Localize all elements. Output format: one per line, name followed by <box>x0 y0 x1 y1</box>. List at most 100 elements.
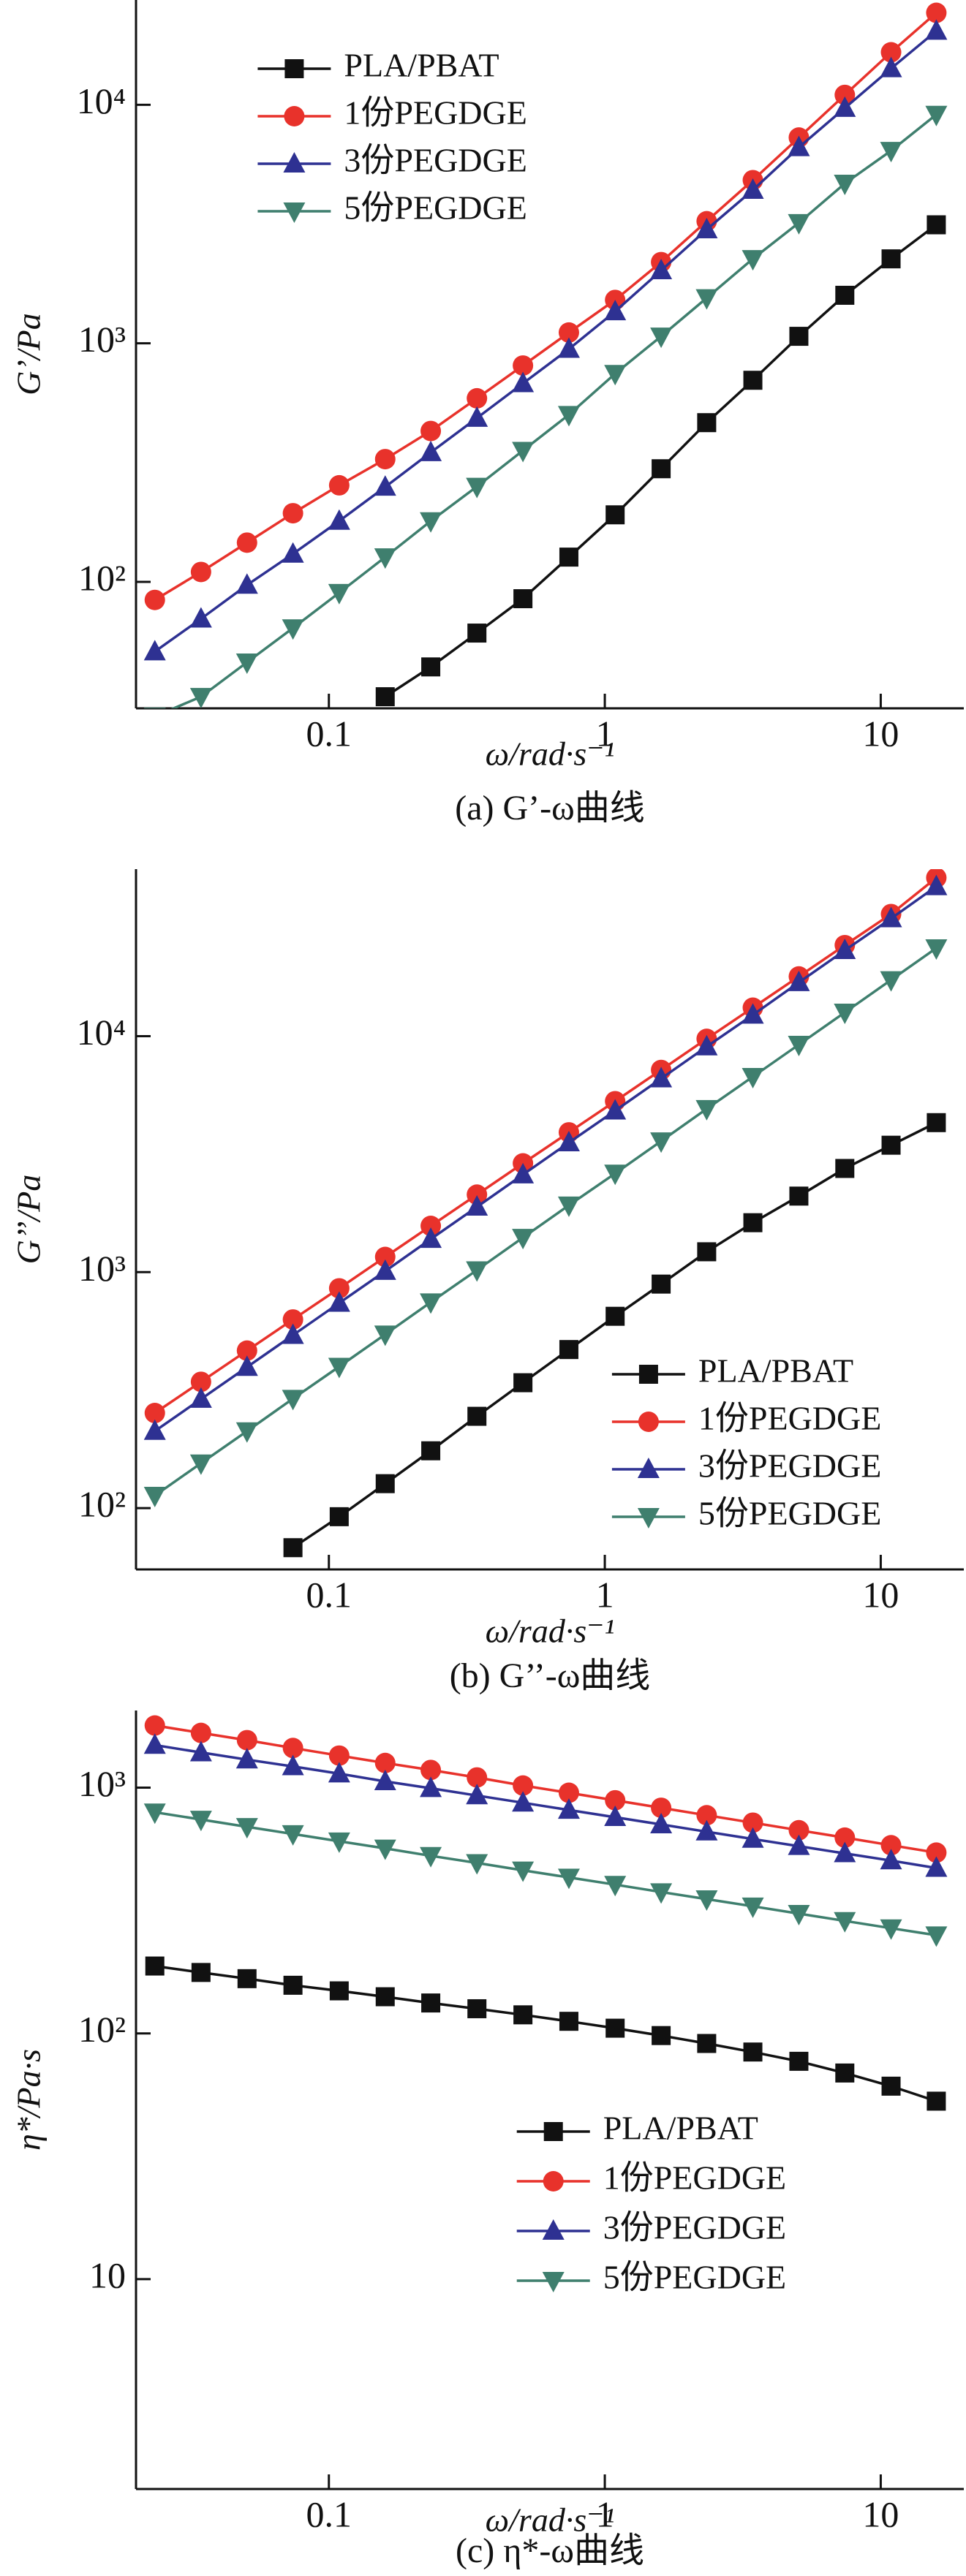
marker <box>926 1842 947 1863</box>
marker <box>282 1309 303 1330</box>
marker <box>144 1403 165 1424</box>
marker <box>374 1246 396 1268</box>
marker <box>189 1387 212 1408</box>
series-line <box>154 876 937 1414</box>
legend-marker <box>638 1365 658 1384</box>
marker <box>788 213 810 235</box>
marker <box>466 1854 488 1875</box>
y-tick-label: 10³ <box>78 1248 126 1289</box>
marker <box>420 1846 442 1868</box>
marker <box>880 42 902 63</box>
legend-label: 3份PEGDGE <box>603 2209 786 2246</box>
x-tick-label: 10 <box>862 713 899 754</box>
marker <box>650 327 673 349</box>
y-tick-label: 10 <box>89 2254 126 2295</box>
y-axis-label: G’/Pa <box>10 313 48 395</box>
marker <box>190 1722 211 1743</box>
marker <box>605 1306 625 1326</box>
marker <box>328 1291 350 1312</box>
marker <box>328 1357 350 1379</box>
legend-label: PLA/PBAT <box>698 1352 853 1390</box>
series-line <box>154 1724 937 1855</box>
marker <box>695 1099 718 1121</box>
marker <box>283 1975 303 1995</box>
marker <box>788 1904 810 1925</box>
series-line <box>154 29 937 653</box>
marker <box>421 657 441 677</box>
marker <box>420 1227 442 1249</box>
legend-marker <box>638 1412 659 1432</box>
marker <box>513 1373 533 1393</box>
marker <box>282 1738 303 1759</box>
marker <box>328 509 350 530</box>
marker <box>282 1825 304 1846</box>
legend: PLA/PBAT 1份PEGDGE 3份PEGDGE 5份PEGDGE <box>516 2110 786 2296</box>
marker <box>282 1754 304 1776</box>
marker <box>235 573 258 594</box>
marker <box>834 1841 856 1863</box>
series-line <box>154 1743 937 1870</box>
caption: (a) G’-ω曲线 <box>455 789 645 827</box>
marker <box>513 589 533 609</box>
marker <box>834 1912 856 1933</box>
marker <box>557 1798 580 1819</box>
marker <box>466 1261 488 1282</box>
legend-marker <box>284 106 305 126</box>
marker <box>925 939 948 961</box>
marker <box>604 365 627 386</box>
x-tick-label: 1 <box>596 713 614 754</box>
marker <box>789 1186 809 1206</box>
marker <box>467 624 487 643</box>
marker <box>143 1419 166 1440</box>
plot-area <box>143 869 948 1558</box>
marker <box>789 2051 809 2071</box>
y-tick-label: 10³ <box>78 319 126 360</box>
marker <box>143 707 166 708</box>
marker <box>605 1789 626 1811</box>
series-line <box>154 12 937 602</box>
marker <box>420 420 442 442</box>
marker <box>604 1876 627 1897</box>
series-line <box>154 885 937 1433</box>
marker <box>512 442 535 463</box>
legend-marker <box>637 1508 660 1528</box>
marker <box>420 1216 442 1237</box>
marker <box>604 1164 627 1186</box>
marker <box>650 1883 673 1904</box>
marker <box>880 1849 902 1870</box>
marker <box>881 1135 901 1155</box>
marker <box>513 355 534 376</box>
legend-marker <box>637 1458 660 1478</box>
marker <box>605 2018 625 2038</box>
marker <box>788 970 810 991</box>
marker <box>191 1963 211 1982</box>
marker <box>697 413 717 433</box>
marker <box>374 475 396 496</box>
marker <box>559 2012 578 2031</box>
marker <box>235 1355 258 1376</box>
marker <box>467 1406 487 1426</box>
legend-label: 1份PEGDGE <box>344 94 527 132</box>
marker <box>282 542 304 563</box>
marker <box>235 1422 258 1443</box>
marker <box>190 1371 211 1393</box>
legend-label: 1份PEGDGE <box>698 1400 881 1437</box>
marker <box>927 2091 946 2111</box>
marker <box>466 1195 488 1216</box>
marker <box>375 1987 395 2007</box>
marker <box>604 1099 627 1120</box>
marker <box>926 2 947 23</box>
marker <box>467 1767 488 1788</box>
chart-panel: 10² 10³ 10⁴ 0.1 1 10 ω/rad·s⁻¹ (a) G’-ω曲线 G’/Pa P… <box>10 0 964 827</box>
y-tick-label: 10² <box>78 1484 126 1525</box>
marker <box>743 371 763 390</box>
marker <box>650 259 673 280</box>
legend-marker <box>543 2122 563 2141</box>
marker <box>925 874 948 895</box>
marker <box>512 371 535 393</box>
marker <box>236 1340 257 1361</box>
x-tick-label: 0.1 <box>306 1574 352 1615</box>
marker <box>742 1897 764 1918</box>
marker <box>237 1969 257 1988</box>
marker <box>466 406 488 427</box>
